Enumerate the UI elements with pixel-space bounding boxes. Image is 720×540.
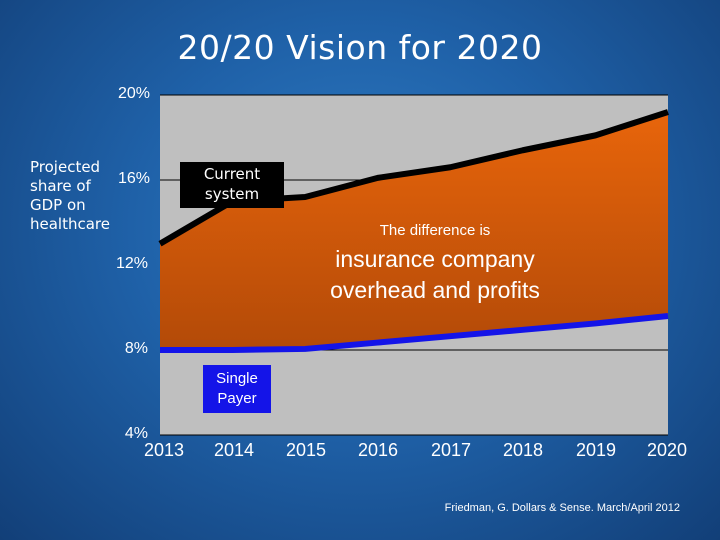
x-tick-label: 2017 <box>430 440 472 460</box>
x-tick-label: 2020 <box>646 440 688 460</box>
x-tick-label: 2015 <box>285 440 327 460</box>
x-tick-label: 2013 <box>143 440 185 460</box>
single-payer-label: Single Payer <box>203 365 271 413</box>
single-payer-line <box>160 313 669 353</box>
x-tick-label: 2016 <box>357 440 399 460</box>
y-tick-label: 12% <box>115 255 148 272</box>
difference-note-line1: The difference is <box>379 222 491 239</box>
y-axis-label: Projected share of GDP on healthcare <box>30 158 110 233</box>
y-tick-label: 20% <box>117 85 150 102</box>
current-system-label: Current system <box>180 162 284 208</box>
y-tick-label: 8% <box>124 340 148 357</box>
x-tick-label: 2019 <box>575 440 617 460</box>
y-tick-label: 16% <box>117 170 150 187</box>
source-citation: Friedman, G. Dollars & Sense. March/Apri… <box>444 502 680 514</box>
y-tick-label: 4% <box>124 425 148 442</box>
slide-title: 20/20 Vision for 2020 <box>177 28 543 67</box>
difference-area <box>160 112 668 350</box>
difference-note-line2: insurance company overhead and profits <box>330 246 540 303</box>
x-tick-label: 2014 <box>213 440 255 460</box>
x-tick-label: 2018 <box>502 440 544 460</box>
